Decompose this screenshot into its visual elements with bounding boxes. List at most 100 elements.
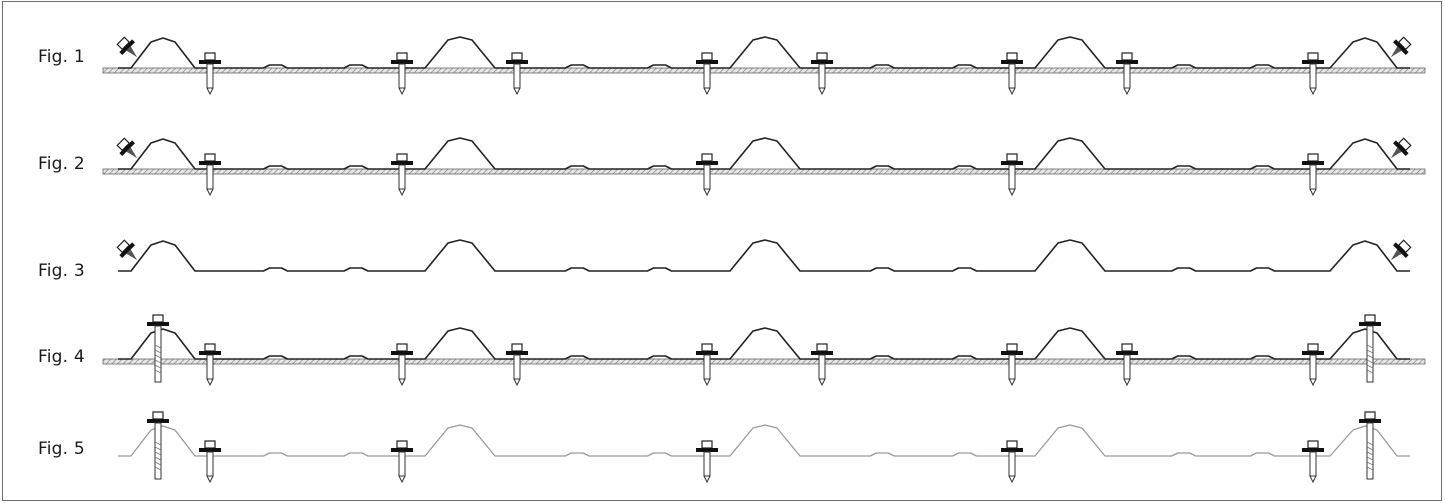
fastener-head <box>1307 440 1319 449</box>
fastener-tip <box>1123 378 1131 387</box>
fastener-shank <box>154 325 162 383</box>
fastener-tip <box>1008 475 1016 484</box>
fastener-head <box>204 52 216 61</box>
sheet-profile <box>118 239 1410 272</box>
fastener-washer <box>696 351 718 355</box>
fig-3-label: Fig. 3 <box>38 261 85 281</box>
purlin-substrate <box>102 168 1426 175</box>
crest-fastener <box>147 314 169 383</box>
fastener-head <box>1006 52 1018 61</box>
fastener-head <box>1121 343 1133 352</box>
thread <box>1366 441 1374 446</box>
fastener-shank <box>1309 164 1317 190</box>
fig-5-label: Fig. 5 <box>38 439 85 459</box>
fastener-shank <box>206 164 214 190</box>
thread <box>154 446 162 451</box>
valley-fastener <box>391 153 413 197</box>
fastener-shank <box>206 451 214 477</box>
side-lap-fastener <box>116 137 138 159</box>
thread <box>154 359 162 364</box>
fastener-tip <box>818 87 826 96</box>
fastener-washer <box>147 322 169 326</box>
fastener-head <box>396 52 408 61</box>
fastener-tip <box>513 378 521 387</box>
fastener-tip <box>703 87 711 96</box>
fastener-tip <box>703 475 711 484</box>
valley-fastener <box>696 440 718 484</box>
fastener-tip <box>1309 188 1317 197</box>
valley-fastener <box>811 52 833 96</box>
thread <box>154 451 162 456</box>
fastener-washer <box>199 60 221 64</box>
fastener-tip <box>398 378 406 387</box>
fastener-washer <box>696 161 718 165</box>
fastener-head <box>1307 343 1319 352</box>
fastener-washer <box>1393 242 1409 258</box>
fastener-tip <box>1309 378 1317 387</box>
thread <box>1366 349 1374 354</box>
fastener-tip <box>206 378 214 387</box>
fastener-shank <box>1309 451 1317 477</box>
fastener-washer <box>1393 140 1409 156</box>
valley-fastener <box>506 52 528 96</box>
fastener-head <box>1364 411 1376 420</box>
fastener-tip <box>398 188 406 197</box>
fastener-washer <box>1001 448 1023 452</box>
fastener-washer <box>1359 419 1381 423</box>
fastener-head <box>204 343 216 352</box>
thread <box>154 466 162 471</box>
fastener-head <box>116 239 131 254</box>
fastener-shank <box>513 63 521 89</box>
fastener-washer <box>1001 351 1023 355</box>
fastener-washer <box>506 351 528 355</box>
thread <box>154 354 162 359</box>
fastener-washer <box>199 448 221 452</box>
valley-fastener <box>1302 52 1324 96</box>
fastener-shank <box>1309 63 1317 89</box>
valley-fastener <box>391 52 413 96</box>
thread <box>154 364 162 369</box>
fastener-washer <box>1302 60 1324 64</box>
fastener-tip <box>1390 147 1402 159</box>
fastener-shank <box>703 164 711 190</box>
fastener-shank <box>206 63 214 89</box>
fastener-tip <box>1390 249 1402 261</box>
fastener-head <box>1006 343 1018 352</box>
valley-fastener <box>811 343 833 387</box>
valley-fastener <box>1302 440 1324 484</box>
valley-fastener <box>696 343 718 387</box>
crest-fastener <box>147 411 169 480</box>
fig-1-label: Fig. 1 <box>38 47 85 67</box>
fastener-shank <box>1008 63 1016 89</box>
fastener-shank <box>1366 422 1374 480</box>
fastener-head <box>152 411 164 420</box>
valley-fastener <box>696 52 718 96</box>
fastener-tip <box>1123 87 1131 96</box>
fastener-washer <box>1116 60 1138 64</box>
fastener-shank <box>1008 451 1016 477</box>
crest-fastener <box>1359 314 1381 383</box>
fastener-head <box>1364 314 1376 323</box>
valley-fastener <box>696 153 718 197</box>
fastener-washer <box>119 140 135 156</box>
fastener-tip <box>513 87 521 96</box>
fastener-washer <box>1302 351 1324 355</box>
fastener-shank <box>1123 354 1131 380</box>
valley-fastener <box>199 343 221 387</box>
fastener-washer <box>1001 60 1023 64</box>
fastener-head <box>1006 440 1018 449</box>
fastener-head <box>204 153 216 162</box>
fastener-shank <box>1008 354 1016 380</box>
fastener-head <box>511 52 523 61</box>
thread <box>1366 451 1374 456</box>
fastener-shank <box>703 63 711 89</box>
fastener-washer <box>199 161 221 165</box>
fastener-shank <box>703 451 711 477</box>
fastener-head <box>511 343 523 352</box>
sheet-profile <box>118 137 1410 170</box>
fastener-shank <box>1123 63 1131 89</box>
thread <box>154 456 162 461</box>
fastener-tip <box>1309 87 1317 96</box>
